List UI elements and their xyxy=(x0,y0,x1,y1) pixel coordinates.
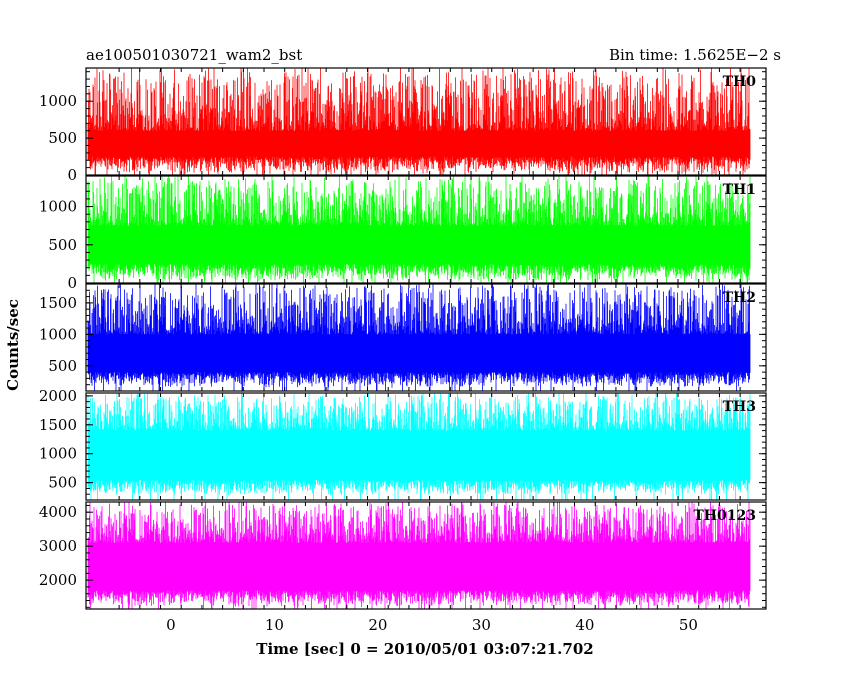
panel-frame xyxy=(85,67,767,176)
panel-label-th0: TH0 xyxy=(723,74,757,90)
panel-label-th0123: TH0123 xyxy=(693,508,756,524)
panel-th2: TH2 500 1000 1500 xyxy=(39,283,767,392)
panel-frame xyxy=(85,501,767,610)
y-tick-label: 3000 xyxy=(39,537,77,555)
y-tick-label: 0 xyxy=(67,166,77,184)
series-th1-line xyxy=(87,176,751,283)
panel-th0123: TH0123 2000 3000 4000 xyxy=(39,501,767,610)
chart-title-left: ae100501030721_wam2_bst xyxy=(86,46,302,64)
panel-th1: TH1 0 500 1000 xyxy=(39,175,767,292)
x-tick-label: 40 xyxy=(575,616,594,634)
panel-label-th1: TH1 xyxy=(723,182,756,198)
x-axis-label: Time [sec] 0 = 2010/05/01 03:07:21.702 xyxy=(256,640,593,658)
y-tick-label: 1000 xyxy=(39,325,77,343)
x-tick-label: 0 xyxy=(166,616,176,634)
x-tick-label: 50 xyxy=(679,616,698,634)
series-th0123-line xyxy=(87,502,751,609)
y-tick-label: 4000 xyxy=(39,503,77,521)
y-tick-label: 2000 xyxy=(39,387,77,405)
y-tick-label: 1500 xyxy=(39,294,77,312)
x-tick-label: 30 xyxy=(472,616,491,634)
y-tick-label: 500 xyxy=(48,357,77,375)
y-tick-label: 500 xyxy=(48,236,77,254)
y-tick-label: 1000 xyxy=(39,92,77,110)
panel-label-th3: TH3 xyxy=(723,399,756,415)
series-th2-line xyxy=(87,284,751,391)
chart-title-right: Bin time: 1.5625E−2 s xyxy=(609,46,781,64)
panels-group: TH005001000TH105001000TH250010001500TH35… xyxy=(39,67,767,634)
series-th0-line xyxy=(87,68,751,175)
panel-th3: TH3 500 1000 1500 2000 xyxy=(39,387,767,501)
y-tick-label: 1000 xyxy=(39,445,77,463)
y-tick-label: 500 xyxy=(48,474,77,492)
y-tick-label: 500 xyxy=(48,129,77,147)
x-tick-label: 20 xyxy=(368,616,387,634)
series-th3-line xyxy=(87,393,751,500)
panel-label-th2: TH2 xyxy=(723,290,756,306)
panel-frame xyxy=(85,392,767,501)
panel-frame xyxy=(85,283,767,392)
y-tick-label: 2000 xyxy=(39,571,77,589)
y-tick-label: 1000 xyxy=(39,198,77,216)
y-tick-label: 0 xyxy=(67,274,77,292)
y-axis-label: Counts/sec xyxy=(4,299,22,391)
panel-th0: TH0 0 500 1000 xyxy=(39,67,767,184)
x-tick-label: 10 xyxy=(265,616,284,634)
y-tick-label: 1500 xyxy=(39,416,77,434)
